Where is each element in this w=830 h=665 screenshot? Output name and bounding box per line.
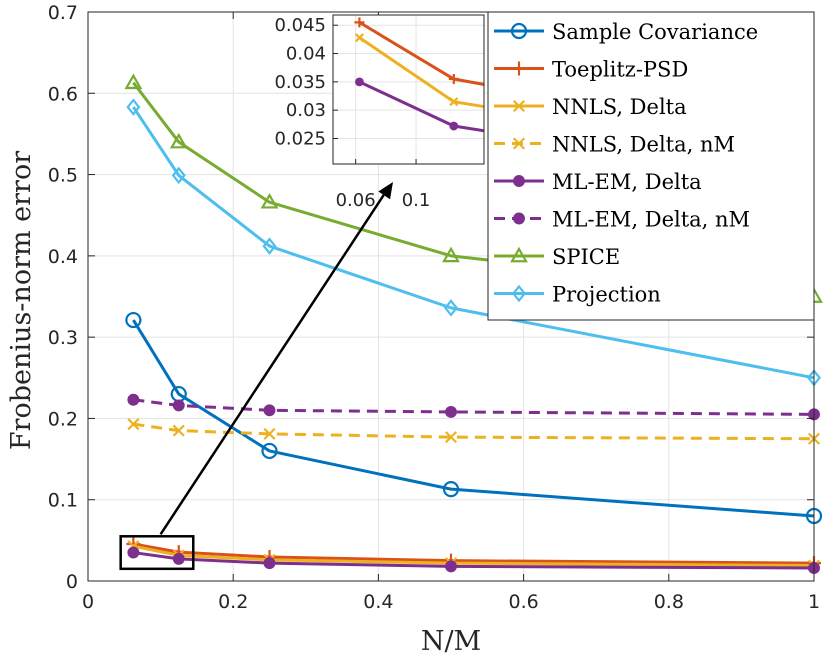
data-point — [171, 166, 186, 185]
inset-series-ml-em-delta — [355, 77, 484, 133]
x-tick-label: 0 — [82, 591, 94, 613]
inset-y-tick-label: 0.025 — [274, 129, 326, 150]
y-tick-label: 0.3 — [48, 327, 78, 349]
x-tick-label: 1 — [808, 591, 820, 613]
inset-data-point — [354, 17, 365, 28]
legend-entry-spice: SPICE — [494, 245, 620, 269]
y-axis-label: Frobenius-norm error — [6, 151, 37, 450]
legend-label: NNLS, Delta, nM — [552, 133, 735, 157]
inset-x-tick-label: 0.06 — [336, 190, 376, 211]
zoom-box — [119, 535, 195, 571]
x-tick-label: 0.6 — [508, 591, 538, 613]
legend-label: ML-EM, Delta — [552, 170, 702, 194]
legend-box — [487, 11, 815, 321]
legend-marker — [512, 99, 526, 113]
data-point — [172, 424, 185, 437]
inset-data-point — [449, 97, 459, 107]
legend-entry-ml-em-delta: ML-EM, Delta — [494, 170, 702, 194]
data-point — [443, 299, 459, 317]
axis-labels: N/M Frobenius-norm error — [6, 151, 481, 657]
legend-entry-toeplitz-psd: Toeplitz-PSD — [494, 58, 688, 82]
data-point — [260, 192, 279, 209]
x-tick-label: 0.2 — [218, 591, 248, 613]
legend-entry-projection: Projection — [494, 283, 661, 307]
data-point — [125, 311, 142, 329]
data-point — [127, 393, 140, 406]
data-point — [262, 237, 277, 255]
inset-data-point — [448, 74, 459, 85]
inset-data-point — [354, 33, 364, 43]
legend-marker — [510, 246, 528, 263]
y-tick-label: 0.5 — [48, 165, 78, 187]
inset-y-tick-label: 0.045 — [274, 15, 326, 36]
legend-label: NNLS, Delta — [552, 95, 687, 119]
legend-marker — [513, 212, 525, 225]
legend-marker — [511, 284, 527, 303]
inset-series — [354, 17, 484, 133]
data-point — [263, 427, 276, 440]
data-point — [445, 405, 457, 418]
series-line — [132, 106, 815, 380]
inset-y-tick-label: 0.04 — [286, 44, 326, 65]
legend-marker — [510, 22, 528, 40]
inset-box — [332, 14, 485, 165]
series-ml-em-delta — [127, 546, 820, 574]
data-point — [127, 418, 140, 431]
data-point — [127, 546, 140, 559]
y-tick-label: 0.1 — [48, 490, 78, 512]
legend-label: Projection — [552, 283, 661, 307]
legend: Sample Covariance Toeplitz-PSD NNLS, Delta… — [487, 11, 815, 321]
legend-label: SPICE — [552, 245, 620, 269]
legend-marker — [512, 137, 526, 150]
data-point — [169, 132, 188, 149]
zoom-arrow-line — [159, 189, 389, 535]
series-nnls-delta-nm — [127, 418, 821, 445]
legend-label: Toeplitz-PSD — [552, 58, 688, 82]
x-tick-label: 0.8 — [654, 591, 684, 613]
inset-plot: 0.06 0.1 0.025 0.03 0.035 0.04 0.045 — [274, 14, 485, 211]
legend-entry-nnls-delta-nm: NNLS, Delta, nM — [494, 133, 735, 157]
data-point — [172, 399, 185, 412]
data-point — [445, 560, 457, 573]
inset-x-tick-label: 0.1 — [402, 190, 431, 211]
data-point — [444, 431, 458, 444]
y-tick-label: 0 — [66, 571, 78, 593]
inset-y-tick-label: 0.035 — [274, 72, 326, 93]
inset-data-point — [355, 77, 364, 87]
data-point — [442, 246, 460, 263]
zoom-arrow-head — [378, 182, 393, 200]
legend-label: Sample Covariance — [552, 20, 758, 44]
y-tick-label: 0.4 — [48, 246, 78, 268]
y-tick-label: 0.6 — [48, 83, 78, 105]
x-tick-label: 0.4 — [363, 591, 393, 613]
x-axis-label: N/M — [421, 626, 481, 657]
legend-label: ML-EM, Delta, nM — [552, 208, 750, 232]
series-line — [132, 319, 815, 518]
data-point — [263, 557, 276, 570]
inset-series-line — [358, 80, 484, 133]
legend-marker — [512, 61, 526, 76]
data-point — [124, 73, 143, 90]
legend-entry-ml-em-delta-nm: ML-EM, Delta, nM — [494, 208, 750, 232]
inset-series-line — [358, 21, 484, 86]
legend-entry-sample-covariance: Sample Covariance — [494, 20, 758, 44]
legend-entry-nnls-delta: NNLS, Delta — [494, 95, 687, 119]
inset-series-toeplitz-psd — [354, 17, 484, 86]
inset-series-nnls-delta — [354, 33, 484, 109]
zoom-layer — [119, 182, 393, 571]
main-axes: 0 0.2 0.4 0.6 0.8 1 0 0.1 0.2 0.3 0.4 0.5 0.6 0.7 — [48, 2, 820, 613]
legend-marker — [513, 175, 525, 187]
y-tick-label: 0.2 — [48, 408, 78, 430]
data-point — [172, 552, 185, 565]
data-point — [126, 98, 141, 116]
inset-data-point — [449, 121, 459, 131]
data-point — [261, 442, 278, 460]
data-point — [442, 481, 460, 498]
data-point — [263, 404, 276, 417]
series-ml-em-delta-nm — [127, 393, 820, 421]
inset-series-line — [358, 36, 484, 109]
y-tick-label: 0.7 — [48, 2, 78, 24]
inset-y-tick-label: 0.03 — [286, 100, 326, 121]
